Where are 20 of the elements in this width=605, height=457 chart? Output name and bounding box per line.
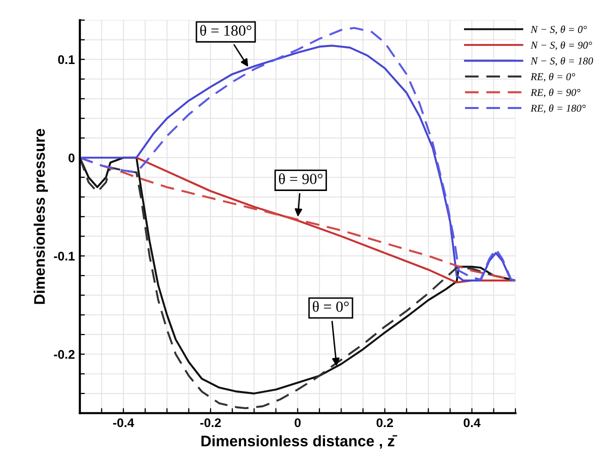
x-axis-title: Dimensionless distance , z̄ bbox=[201, 435, 398, 449]
x-tick-label: -0.2 bbox=[200, 418, 221, 428]
annotation: θ = 0° bbox=[312, 300, 349, 312]
x-tick-label: -0.4 bbox=[113, 418, 134, 428]
annotation: θ = 90° bbox=[278, 173, 322, 184]
text: RE, θ = 90° bbox=[530, 88, 580, 98]
x-tick-label: 0.4 bbox=[464, 418, 481, 428]
text: RE, θ = 0° bbox=[530, 72, 576, 82]
x-tick-label: 0 bbox=[294, 418, 301, 428]
text: N − S, θ = 0° bbox=[530, 26, 587, 34]
text: RE, θ = 180° bbox=[530, 104, 586, 114]
y-tick-label: 0.1 bbox=[58, 55, 75, 64]
x-tick-label: 0.2 bbox=[376, 418, 393, 428]
text: N − S, θ = 180 bbox=[530, 57, 594, 66]
y-tick-label: 0 bbox=[68, 153, 74, 162]
text: N − S, θ = 90° bbox=[530, 41, 592, 50]
annotation: θ = 180° bbox=[200, 24, 252, 36]
y-axis-title: Dimensionless pressure bbox=[34, 128, 48, 304]
y-tick-label: -0.1 bbox=[54, 252, 75, 261]
y-tick-label: -0.2 bbox=[54, 350, 74, 359]
